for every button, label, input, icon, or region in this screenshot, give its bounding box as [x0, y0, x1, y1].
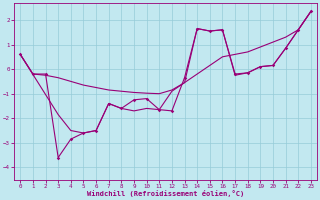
- X-axis label: Windchill (Refroidissement éolien,°C): Windchill (Refroidissement éolien,°C): [87, 190, 244, 197]
